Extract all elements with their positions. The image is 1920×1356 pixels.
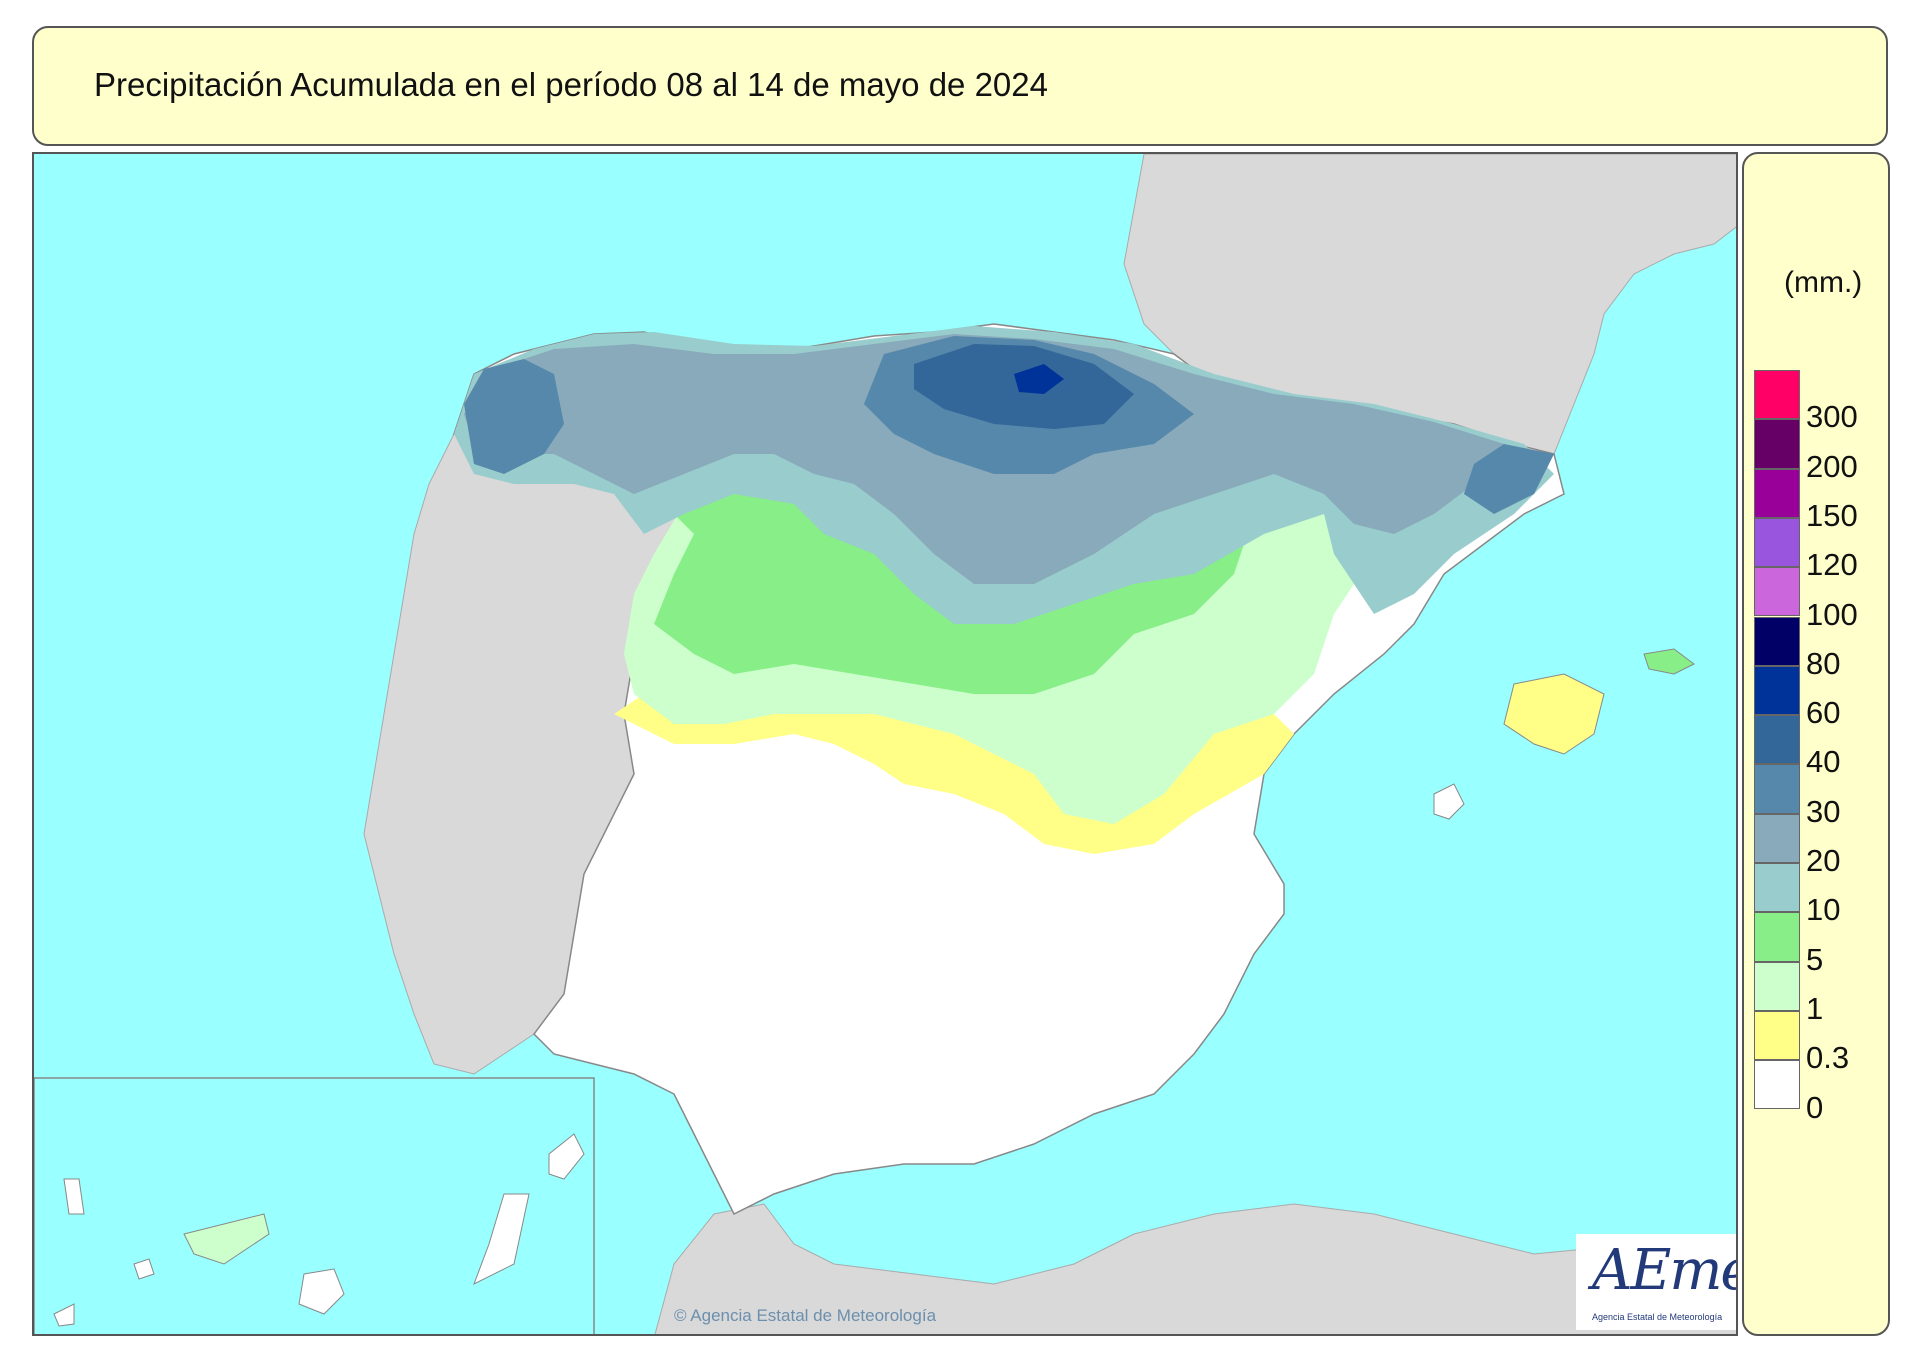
la-gomera-island [133,1258,155,1280]
el-hierro-island [53,1303,75,1327]
legend-label-0-3: 0.3 [1806,1040,1850,1076]
gran-canaria-island [298,1268,345,1315]
ibiza-island [1433,783,1465,820]
legend-label-150: 150 [1806,497,1858,533]
legend-swatch-200 [1754,419,1800,469]
legend-panel: (mm.) 300 200 150 120 100 80 60 40 30 20 10 5 1 0.3 0 [1742,152,1890,1336]
legend-label-40: 40 [1806,744,1841,780]
precip-60 [1014,364,1064,394]
legend-label-0: 0 [1806,1089,1824,1125]
legend-label-100: 100 [1806,596,1858,632]
legend-swatch-80 [1754,616,1800,666]
menorca-island [1643,648,1695,675]
mallorca-island [1503,673,1605,755]
legend-label-60: 60 [1806,695,1841,731]
legend-swatch-0 [1754,1060,1800,1110]
fuerteventura-island [473,1193,530,1286]
precip-30-galicia [464,359,564,474]
map-title: Precipitación Acumulada en el período 08… [94,66,1048,103]
precip-30-pyrenees [1464,444,1554,514]
logo-text: AEmet [1592,1238,1736,1303]
legend-label-1: 1 [1806,990,1824,1026]
legend-swatch-150 [1754,468,1800,518]
legend-label-120: 120 [1806,547,1858,583]
lanzarote-island [548,1133,585,1180]
legend-swatch-120 [1754,517,1800,568]
legend-swatch-10 [1754,863,1800,913]
legend-label-300: 300 [1806,399,1858,435]
legend-label-30: 30 [1806,793,1841,829]
legend-swatch-300 [1754,370,1800,420]
legend-label-5: 5 [1806,941,1824,977]
legend-label-80: 80 [1806,645,1841,681]
la-palma-island [63,1178,85,1215]
copyright-text: © Agencia Estatal de Meteorología [674,1306,937,1325]
tenerife-island [183,1213,270,1265]
map-canvas [34,154,1736,1334]
legend-unit: (mm.) [1784,266,1863,299]
title-panel: Precipitación Acumulada en el período 08… [32,26,1888,146]
legend-swatch-60 [1754,665,1800,716]
legend-label-20: 20 [1806,843,1841,878]
legend-swatch-20 [1754,813,1800,863]
africa-land [654,1203,1736,1334]
legend-swatch-30 [1754,764,1800,814]
legend-swatch-0-3 [1754,1010,1800,1061]
legend-swatch-100 [1754,567,1800,617]
aemet-logo: AEmet Agencia Estatal de Meteorología [1576,1234,1736,1330]
legend-label-200: 200 [1806,448,1858,484]
legend-swatch-5 [1754,912,1800,962]
legend-swatch-40 [1754,715,1800,765]
legend-label-10: 10 [1806,892,1841,928]
precipitation-map: AEmet Agencia Estatal de Meteorología © … [32,152,1738,1336]
legend-swatch-1 [1754,961,1800,1011]
logo-subtitle: Agencia Estatal de Meteorología [1592,1312,1723,1322]
